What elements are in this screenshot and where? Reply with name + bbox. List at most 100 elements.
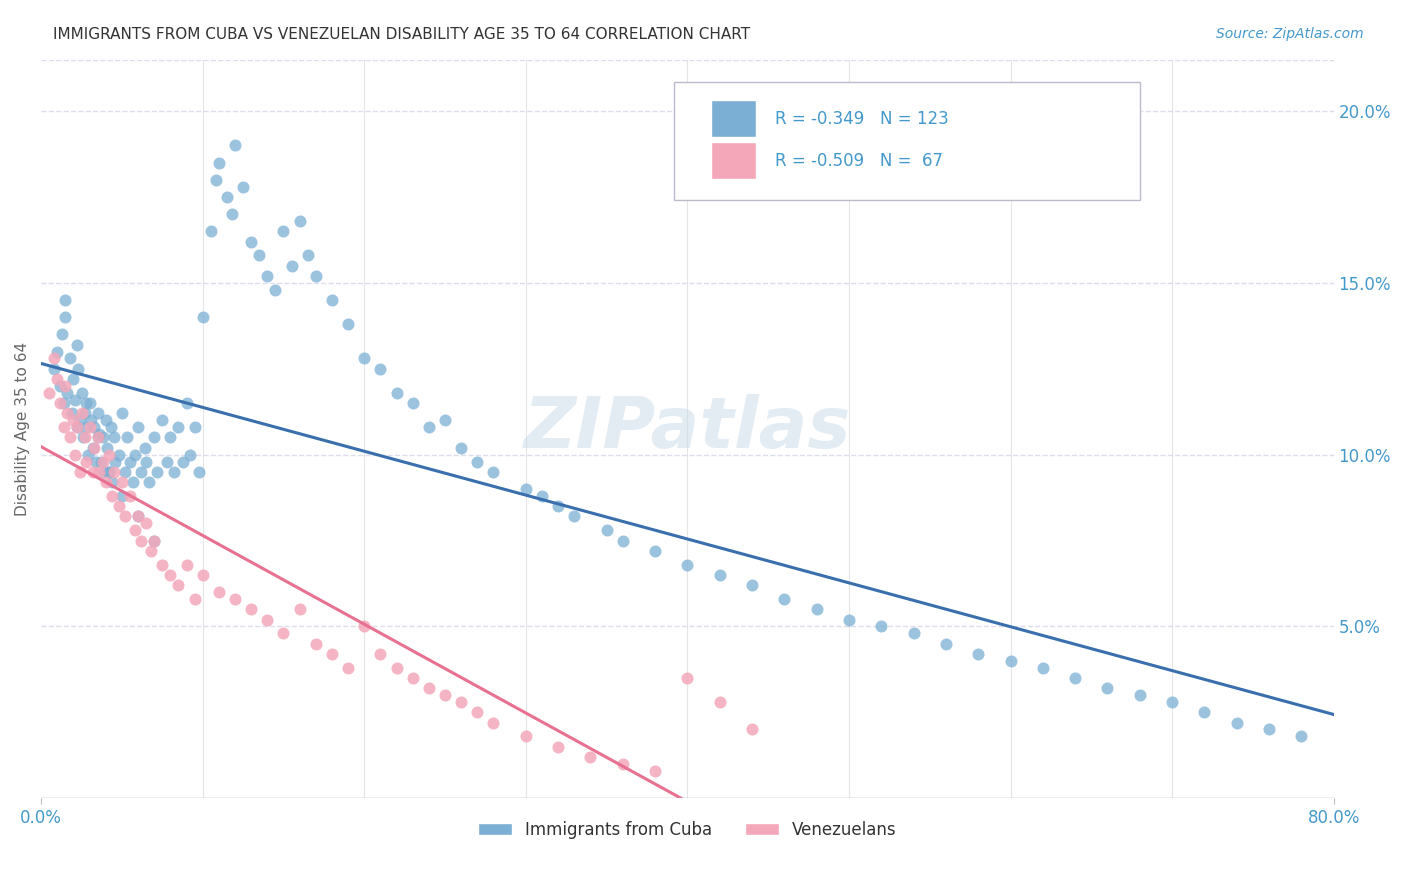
Point — [79, 420, 101, 434]
Point — [38, 385, 60, 400]
Point — [221, 207, 243, 221]
Point — [42, 351, 65, 366]
Point — [1161, 695, 1184, 709]
Point — [204, 173, 226, 187]
Point — [1226, 715, 1249, 730]
Point — [337, 317, 360, 331]
Text: R = -0.349   N = 123: R = -0.349 N = 123 — [775, 110, 949, 128]
Point — [370, 647, 392, 661]
Point — [146, 465, 169, 479]
Point — [1291, 729, 1313, 743]
Point — [482, 715, 505, 730]
Point — [240, 602, 263, 616]
Point — [167, 578, 190, 592]
FancyBboxPatch shape — [675, 82, 1140, 200]
Point — [111, 406, 134, 420]
Point — [70, 406, 93, 420]
Point — [515, 729, 537, 743]
Point — [91, 454, 114, 468]
Point — [337, 660, 360, 674]
Point — [96, 441, 118, 455]
Point — [150, 558, 173, 572]
Point — [224, 591, 246, 606]
Point — [63, 448, 86, 462]
Point — [93, 465, 115, 479]
Point — [967, 647, 990, 661]
Point — [159, 567, 181, 582]
Point — [49, 396, 72, 410]
Point — [183, 591, 205, 606]
Point — [104, 454, 127, 468]
Point — [86, 406, 108, 420]
Point — [100, 420, 122, 434]
Point — [773, 591, 796, 606]
Point — [98, 465, 121, 479]
Point — [135, 516, 157, 531]
Point — [467, 706, 489, 720]
Point — [84, 454, 107, 468]
Point — [159, 430, 181, 444]
Point — [247, 248, 270, 262]
Point — [321, 647, 343, 661]
Point — [53, 379, 76, 393]
Point — [89, 465, 111, 479]
Point — [67, 361, 90, 376]
Point — [434, 413, 457, 427]
Point — [66, 337, 89, 351]
Point — [94, 413, 117, 427]
Point — [127, 509, 149, 524]
Point — [418, 420, 440, 434]
Point — [62, 413, 84, 427]
Point — [118, 489, 141, 503]
Point — [72, 430, 94, 444]
Point — [122, 475, 145, 489]
Point — [418, 681, 440, 696]
Point — [644, 764, 666, 778]
Point — [69, 465, 91, 479]
Point — [297, 248, 319, 262]
Point — [353, 351, 375, 366]
Point — [450, 695, 472, 709]
Point — [305, 268, 328, 283]
Point — [385, 660, 408, 674]
Point — [172, 454, 194, 468]
Point — [305, 636, 328, 650]
Point — [127, 509, 149, 524]
Point — [434, 688, 457, 702]
Point — [73, 406, 96, 420]
Point — [150, 413, 173, 427]
Point — [114, 509, 136, 524]
Point — [191, 310, 214, 325]
Point — [114, 465, 136, 479]
Point — [612, 533, 634, 548]
Point — [90, 454, 112, 468]
Point — [115, 430, 138, 444]
Point — [107, 448, 129, 462]
Point — [579, 750, 602, 764]
Point — [176, 558, 198, 572]
Point — [547, 499, 569, 513]
Point — [98, 448, 121, 462]
Legend: Immigrants from Cuba, Venezuelans: Immigrants from Cuba, Venezuelans — [471, 814, 903, 846]
Point — [59, 430, 82, 444]
Point — [402, 396, 425, 410]
Point — [69, 413, 91, 427]
Text: R = -0.509   N =  67: R = -0.509 N = 67 — [775, 152, 943, 169]
Point — [1032, 660, 1054, 674]
Point — [103, 465, 125, 479]
Point — [86, 430, 108, 444]
Point — [59, 351, 82, 366]
Point — [644, 544, 666, 558]
Point — [62, 372, 84, 386]
Point — [530, 489, 553, 503]
Text: ZIPatlas: ZIPatlas — [523, 394, 851, 463]
Point — [176, 396, 198, 410]
Point — [98, 465, 121, 479]
Point — [107, 499, 129, 513]
Point — [935, 636, 957, 650]
Point — [467, 454, 489, 468]
Point — [83, 420, 105, 434]
Point — [129, 533, 152, 548]
Point — [127, 420, 149, 434]
Point — [124, 448, 146, 462]
